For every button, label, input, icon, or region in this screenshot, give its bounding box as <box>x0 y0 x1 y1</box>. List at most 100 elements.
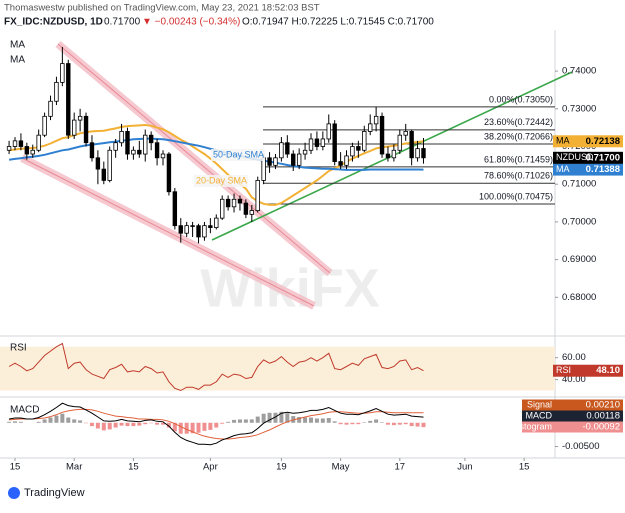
candle-body <box>209 226 213 228</box>
price-tag-name: MA <box>556 164 570 174</box>
histogram-bar <box>19 422 23 423</box>
histogram-bar <box>398 423 402 425</box>
candle-body <box>351 146 355 155</box>
candle-body <box>25 146 29 154</box>
candle-body <box>333 124 337 162</box>
histogram-bar <box>262 414 266 423</box>
histogram-bar <box>309 418 313 423</box>
histogram-bar <box>202 423 206 431</box>
candle-body <box>132 150 136 154</box>
author-line: Thomaswestw published on TradingView.com… <box>4 3 320 14</box>
fib-label: 38.20%(0.72066) <box>484 131 553 141</box>
candle-body <box>268 158 272 166</box>
candle-body <box>114 143 118 151</box>
candle-body <box>357 146 361 150</box>
x-tick-label: 17 <box>395 462 406 473</box>
candle-body <box>339 162 343 166</box>
histogram-bar <box>179 423 183 434</box>
candle-body <box>256 180 260 210</box>
y-tick-label: 0.70000 <box>562 216 596 227</box>
histogram-bar <box>410 423 414 426</box>
histogram-bar <box>244 419 248 422</box>
histogram-bar <box>404 423 408 424</box>
symbol: FX_IDC:NZDUSD, 1D <box>4 17 103 28</box>
x-tick-label: Apr <box>203 462 218 473</box>
candle-body <box>386 154 390 158</box>
histogram-bar <box>321 418 325 422</box>
histogram-bar <box>333 421 337 422</box>
candle-body <box>321 139 325 147</box>
price-tag-value: 48.10 <box>596 365 620 376</box>
footer-text: TradingView <box>24 487 85 499</box>
candle-body <box>416 149 420 158</box>
candle-body <box>214 218 218 227</box>
histogram-bar <box>120 423 124 426</box>
candle-body <box>173 192 177 226</box>
histogram-bar <box>327 418 331 423</box>
candle-body <box>191 226 195 227</box>
histogram-bar <box>137 423 141 426</box>
histogram-bar <box>339 423 343 424</box>
price-tag-value: 0.72138 <box>586 136 620 147</box>
x-tick-label: 15 <box>519 462 530 473</box>
candle-body <box>179 226 183 234</box>
candle-body <box>43 116 47 135</box>
y-tick-label: 0.74000 <box>562 66 596 77</box>
candle-body <box>185 226 189 234</box>
candle-body <box>31 150 35 154</box>
y-tick-label: 0.73000 <box>562 103 596 114</box>
candle-body <box>149 135 153 143</box>
candle-body <box>374 116 378 124</box>
candle-body <box>126 131 130 154</box>
histogram-bar <box>232 420 236 423</box>
candle-body <box>303 150 307 154</box>
candle-body <box>203 226 207 237</box>
candle-body <box>362 131 366 150</box>
histogram-bar <box>250 419 254 422</box>
candle-body <box>19 141 23 147</box>
price-tag-value: 0.00118 <box>586 411 620 422</box>
candle-body <box>280 143 284 158</box>
candle-body <box>197 226 201 237</box>
candle-body <box>61 64 65 83</box>
candle-body <box>167 154 171 192</box>
price-tag-name: RSI <box>556 365 571 375</box>
y-tick-label: 0.71000 <box>562 179 596 190</box>
candle-body <box>404 131 408 135</box>
candle-body <box>250 211 254 215</box>
histogram-bar <box>374 419 378 422</box>
candle-body <box>138 150 142 154</box>
candle-body <box>410 131 414 157</box>
candle-body <box>368 124 372 132</box>
price-tag-value: -0.00092 <box>582 422 620 433</box>
candle-body <box>345 156 349 165</box>
histogram-bar <box>226 422 230 423</box>
histogram-bar <box>197 423 201 433</box>
logo-icon <box>8 487 20 499</box>
y-tick-label: -0.00500 <box>562 441 600 452</box>
histogram-bar <box>238 419 242 422</box>
histogram-bar <box>368 421 372 423</box>
histogram-bar <box>96 423 100 429</box>
candle-body <box>84 116 88 142</box>
histogram-bar <box>256 417 260 423</box>
fib-label: 78.60%(0.71026) <box>484 171 553 181</box>
x-tick-label: 15 <box>10 462 21 473</box>
candle-body <box>262 158 266 181</box>
histogram-bar <box>143 423 147 424</box>
candle-body <box>422 148 426 157</box>
macd-title: MACD <box>10 405 39 416</box>
histogram-bar <box>114 423 118 428</box>
x-tick-label: Mar <box>66 462 82 473</box>
histogram-bar <box>208 423 212 430</box>
ma-legend: MA <box>10 40 25 51</box>
histogram-bar <box>421 423 425 427</box>
histogram-bar <box>90 423 94 426</box>
histogram-bar <box>49 418 53 423</box>
candle-body <box>238 199 242 203</box>
candle-body <box>392 150 396 158</box>
candle-body <box>7 146 11 150</box>
candle-body <box>72 120 76 135</box>
annotation: 20-Day SMA <box>196 175 247 185</box>
price-tag-name: MACD <box>526 410 553 420</box>
